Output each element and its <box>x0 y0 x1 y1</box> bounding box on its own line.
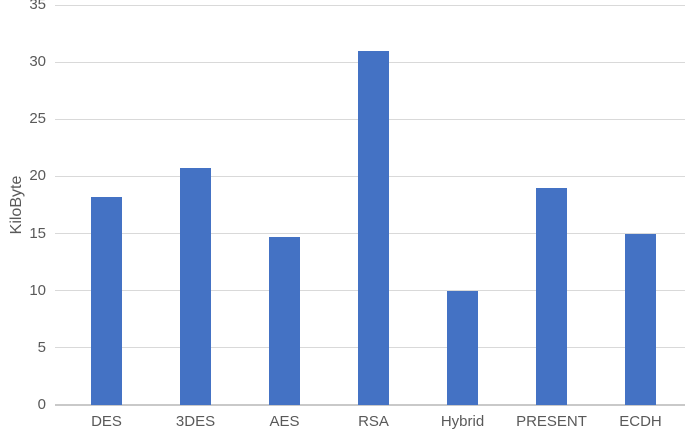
y-axis-tick-label-5: 5 <box>37 338 46 356</box>
x-axis-category-label-ecdh: ECDH <box>619 413 662 430</box>
y-axis-tick-label-10: 10 <box>29 281 46 299</box>
y-axis-tick-label-20: 20 <box>29 167 46 185</box>
x-axis-category-label-rsa: RSA <box>358 413 389 430</box>
bar-present <box>536 187 567 405</box>
x-axis-category-label-des: DES <box>91 413 122 430</box>
bar-rsa <box>358 50 389 405</box>
y-axis-tick-label-0: 0 <box>37 396 46 413</box>
bar-3des <box>180 168 211 405</box>
x-axis-category-label-hybrid: Hybrid <box>440 413 485 430</box>
bar-hybrid <box>447 290 478 405</box>
gridline-35 <box>55 4 685 6</box>
x-axis-line <box>55 404 685 406</box>
y-axis-tick-label-35: 35 <box>29 0 46 13</box>
bar-aes <box>269 237 300 405</box>
y-axis-tick-label-15: 15 <box>29 224 46 242</box>
x-axis-category-label-present: PRESENT <box>516 413 587 430</box>
x-axis-category-label-aes: AES <box>269 413 300 430</box>
y-axis-tick-label-30: 30 <box>29 53 46 71</box>
bar-des <box>91 197 122 405</box>
bar-ecdh <box>625 233 656 405</box>
x-axis-category-label-3des: 3DES <box>175 413 216 430</box>
y-axis-tick-label-25: 25 <box>29 110 46 128</box>
